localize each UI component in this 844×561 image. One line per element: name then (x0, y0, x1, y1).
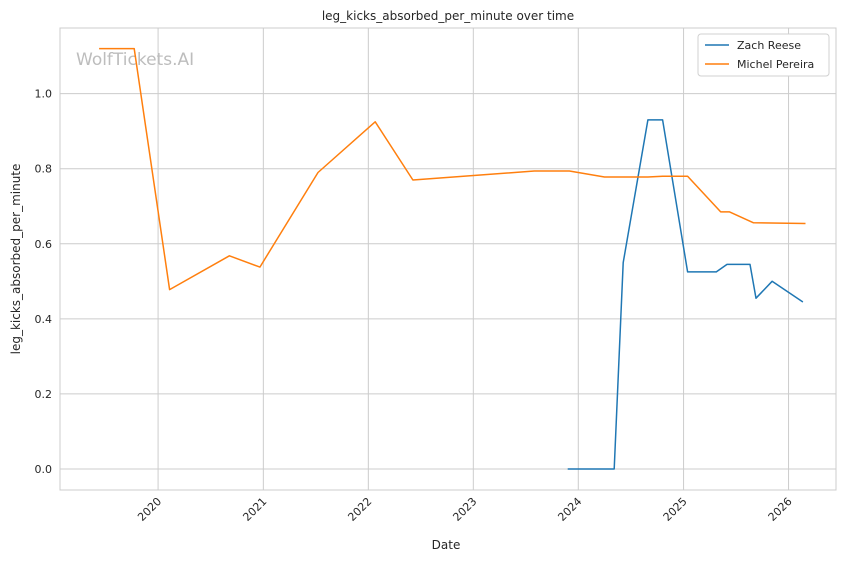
series-layer (99, 47, 806, 470)
grid (60, 28, 836, 490)
plot-frame (59, 27, 837, 491)
y-axis-label: leg_kicks_absorbed_per_minute (9, 164, 23, 355)
watermark: WolfTickets.AI (76, 50, 194, 70)
x-tick-label: 2020 (135, 495, 164, 524)
x-tick-label: 2024 (555, 495, 584, 524)
legend-label-michel-pereira: Michel Pereira (737, 58, 814, 71)
x-tick-labels: 2020 2021 2022 2023 2024 2025 2026 (135, 495, 794, 524)
y-tick-label: 0.4 (35, 313, 53, 326)
x-tick-label: 2022 (345, 495, 374, 524)
x-tick-label: 2021 (240, 495, 269, 524)
y-tick-labels: 0.0 0.2 0.4 0.6 0.8 1.0 (35, 88, 53, 476)
series-line-michel-pereira (99, 47, 806, 291)
x-tick-label: 2025 (661, 495, 690, 524)
legend-label-zach-reese: Zach Reese (737, 39, 801, 52)
y-tick-label: 0.6 (35, 238, 53, 251)
x-tick-label: 2023 (450, 495, 479, 524)
y-tick-label: 1.0 (35, 88, 53, 101)
legend-box (697, 33, 830, 77)
y-tick-label: 0.0 (35, 463, 53, 476)
x-tick-label: 2026 (766, 495, 795, 524)
series-line-zach-reese (567, 119, 804, 470)
legend: Zach Reese Michel Pereira (697, 33, 830, 77)
plot-area (60, 28, 836, 490)
y-tick-label: 0.2 (35, 388, 53, 401)
x-axis-label: Date (432, 538, 461, 552)
chart-title: leg_kicks_absorbed_per_minute over time (322, 9, 574, 23)
y-tick-label: 0.8 (35, 163, 53, 176)
